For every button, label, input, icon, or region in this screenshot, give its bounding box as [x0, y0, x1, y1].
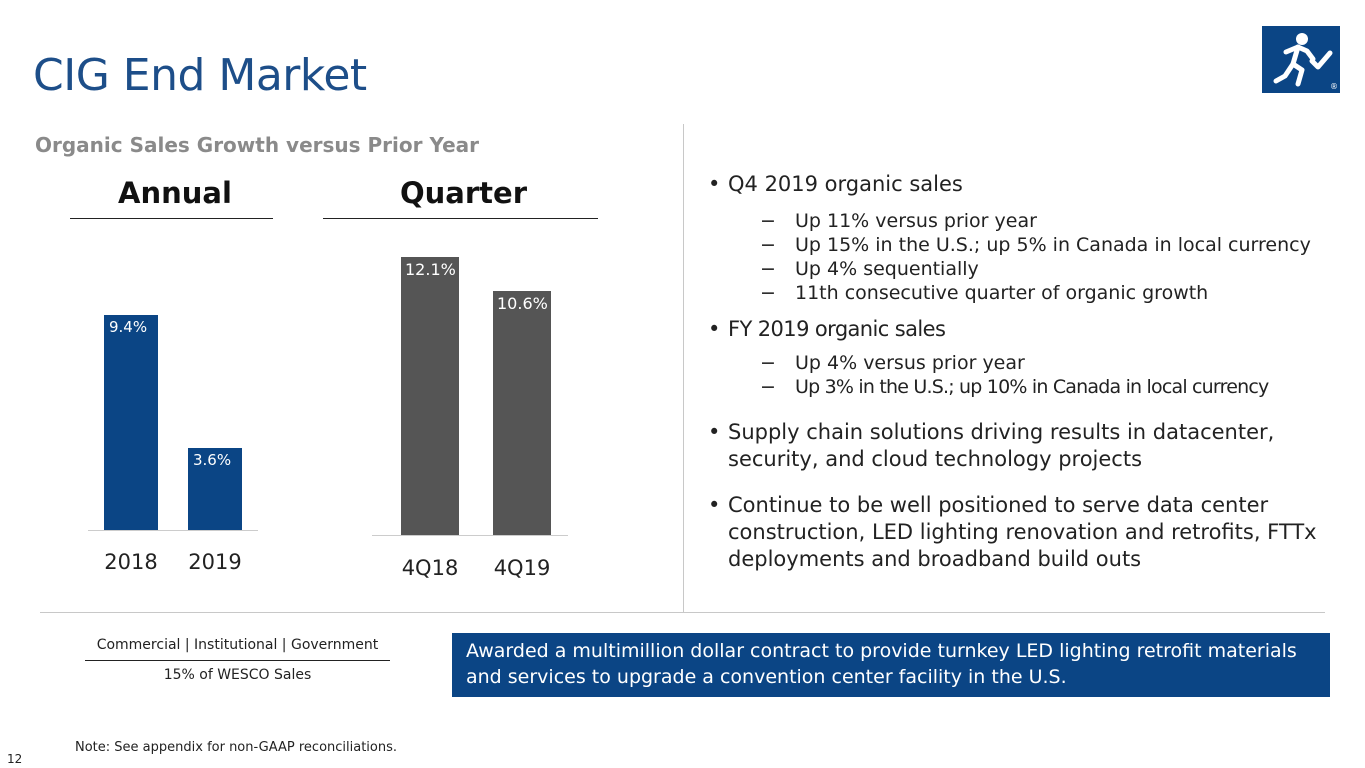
section-subtitle: Organic Sales Growth versus Prior Year	[35, 133, 480, 157]
sub-dash: −	[760, 352, 776, 374]
bar-4q18	[401, 256, 459, 535]
page-title: CIG End Market	[33, 50, 367, 101]
annual-tick-2018: 2018	[104, 550, 158, 574]
page-number: 12	[7, 752, 23, 766]
bullet-line: deployments and broadband build outs	[728, 547, 1142, 571]
horizontal-divider	[40, 612, 1325, 613]
company-logo: ®	[1262, 26, 1340, 93]
bar-2019	[188, 447, 242, 530]
bar-4q19	[493, 291, 551, 535]
sub-bullet-text: Up 4% versus prior year	[795, 352, 1025, 374]
annual-chart-title: Annual	[118, 176, 232, 210]
contract-callout: Awarded a multimillion dollar contract t…	[452, 633, 1330, 697]
quarter-chart-title: Quarter	[400, 176, 528, 210]
annual-bar-chart: 9.4% 3.6%	[0, 0, 242, 530]
bar-value-label: 12.1%	[405, 259, 456, 279]
bullet-line: Supply chain solutions driving results i…	[728, 420, 1275, 444]
bar-2018	[104, 315, 158, 530]
bar-value-label: 10.6%	[497, 294, 548, 314]
bullet-line: construction, LED lighting renovation an…	[728, 520, 1317, 544]
segment-label: Commercial | Institutional | Government	[96, 637, 379, 653]
registered-mark: ®	[1330, 82, 1338, 91]
callout-line: Awarded a multimillion dollar contract t…	[466, 640, 1297, 662]
quarter-title-rule	[323, 218, 598, 219]
vertical-divider	[683, 124, 684, 612]
annual-chart-baseline	[88, 530, 258, 531]
sub-bullet-text: 11th consecutive quarter of organic grow…	[795, 282, 1209, 304]
sub-dash: −	[760, 282, 776, 304]
sub-bullet-text: Up 15% in the U.S.; up 5% in Canada in l…	[795, 234, 1311, 256]
bar-value-label: 3.6%	[193, 450, 232, 469]
bullet-dot: •	[708, 420, 721, 444]
sub-dash: −	[760, 258, 776, 280]
sub-dash: −	[760, 376, 776, 398]
callout-line: and services to upgrade a convention cen…	[466, 666, 1067, 688]
annual-tick-2019: 2019	[188, 550, 242, 574]
bar-value-label: 9.4%	[109, 318, 148, 337]
segment-rule	[85, 660, 390, 661]
footnote: Note: See appendix for non-GAAP reconcil…	[75, 740, 398, 755]
sub-bullet-text: Up 4% sequentially	[795, 258, 979, 280]
quarter-bar-chart: 12.1% 10.6%	[0, 0, 551, 535]
segment-sales-share: 15% of WESCO Sales	[163, 667, 312, 683]
bullet-dot: •	[708, 172, 721, 196]
bullet-dot: •	[708, 317, 720, 341]
sub-dash: −	[760, 234, 776, 256]
sub-bullet-text: Up 3% in the U.S.; up 10% in Canada in l…	[795, 376, 1269, 398]
bullet-text: FY 2019 organic sales	[728, 317, 946, 341]
bullet-line: Continue to be well positioned to serve …	[728, 493, 1269, 517]
bullet-line: security, and cloud technology projects	[728, 447, 1143, 471]
sub-bullet-text: Up 11% versus prior year	[795, 210, 1037, 232]
running-figure-checkmark-icon: ®	[1273, 33, 1338, 91]
sub-dash: −	[760, 210, 776, 232]
quarter-tick-4q18: 4Q18	[401, 556, 459, 580]
quarter-chart-baseline	[372, 535, 568, 536]
bullet-text: Q4 2019 organic sales	[728, 172, 963, 196]
quarter-tick-4q19: 4Q19	[493, 556, 551, 580]
annual-title-rule	[70, 218, 273, 219]
bullet-dot: •	[708, 493, 721, 517]
